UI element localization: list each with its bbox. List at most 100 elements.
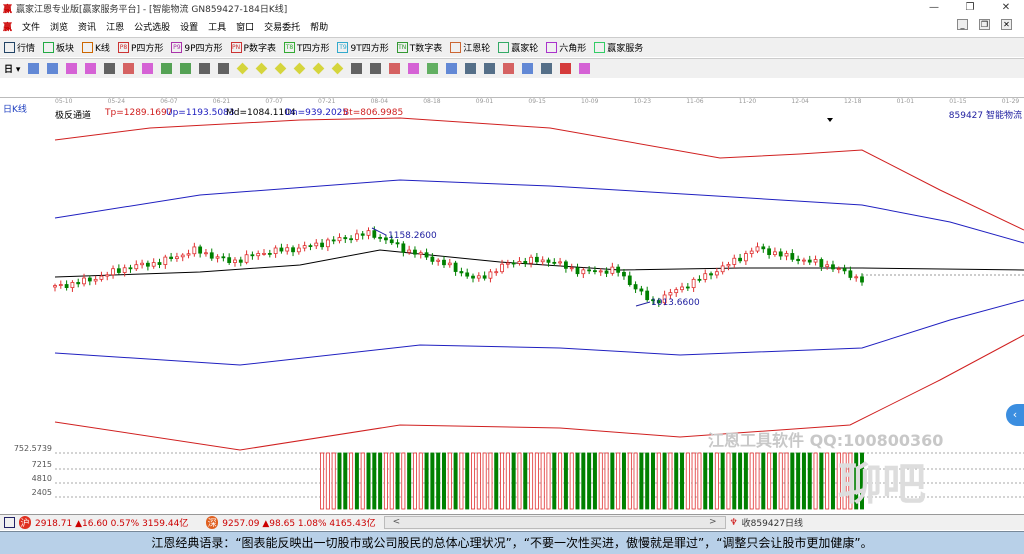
- minimize-button[interactable]: —: [929, 2, 939, 13]
- candle-body: [517, 260, 522, 264]
- chart-tool-icon[interactable]: [579, 63, 591, 74]
- volume-bar: [714, 452, 719, 510]
- candle-body: [773, 251, 777, 256]
- chart-tool-icon[interactable]: [408, 63, 420, 74]
- chart-tool-icon[interactable]: [541, 63, 553, 74]
- chart-tool-icon[interactable]: [313, 62, 325, 75]
- chart-tool-icon[interactable]: [465, 63, 477, 74]
- menu-file[interactable]: 文件: [22, 23, 41, 33]
- chart-tool-icon[interactable]: [104, 63, 116, 74]
- chart-tool-icon[interactable]: [484, 63, 496, 74]
- chart-tool-icon[interactable]: [218, 63, 230, 74]
- candle-body: [378, 236, 383, 239]
- mdi-close-icon[interactable]: ✕: [1001, 19, 1012, 30]
- candle-body: [111, 268, 115, 276]
- grid-icon[interactable]: [4, 517, 15, 528]
- toolbar-wheel2-icon[interactable]: 赢家轮: [498, 41, 538, 54]
- chart-tool-icon[interactable]: [123, 63, 135, 74]
- mdi-restore-icon[interactable]: ❐: [979, 19, 990, 30]
- candle-body: [697, 278, 702, 281]
- menu-trade[interactable]: 交易委托: [264, 23, 301, 33]
- volume-bar: [372, 452, 377, 510]
- candle-body: [384, 237, 388, 241]
- toolbar-grid-icon[interactable]: 行情: [4, 41, 35, 54]
- chart-tool-icon[interactable]: [389, 63, 401, 74]
- chart-tool-icon[interactable]: [370, 63, 382, 74]
- volume-bar: [598, 452, 603, 510]
- toolbar-t8[interactable]: T8 T四方形: [283, 41, 329, 54]
- mdi-minimize-icon[interactable]: _: [957, 19, 968, 30]
- chart-tool-icon[interactable]: [47, 63, 59, 74]
- chart-tool-icon[interactable]: [294, 62, 306, 75]
- chart-tool-icon[interactable]: [199, 63, 211, 74]
- toolbar-p9[interactable]: P9 9P四方形: [171, 41, 223, 54]
- menu-news[interactable]: 资讯: [78, 23, 97, 33]
- chart-tool-icon[interactable]: [560, 63, 572, 74]
- toolbar-tn[interactable]: TN T数字表: [396, 41, 442, 54]
- volume-bar: [796, 452, 801, 510]
- hexagon-icon: [546, 42, 558, 53]
- volume-bar: [325, 452, 330, 510]
- candle-body: [796, 258, 801, 262]
- chart-tool-icon[interactable]: [180, 63, 192, 74]
- status-right: 收859427日线: [741, 519, 804, 529]
- chart-tool-icon[interactable]: [351, 63, 363, 74]
- scroll-left[interactable]: <: [392, 517, 401, 527]
- chart-tool-icon[interactable]: [427, 63, 439, 74]
- menu-browse[interactable]: 浏览: [50, 23, 69, 33]
- toolbar-blocks-icon[interactable]: 板块: [43, 41, 74, 54]
- menu-help[interactable]: 帮助: [310, 23, 329, 33]
- kline-chart[interactable]: 1158.2600 1013.6600 752.5739 7215 4810 2405: [0, 100, 1024, 514]
- chart-tool-icon[interactable]: [256, 62, 268, 75]
- toolbar-t9[interactable]: T9 9T四方形: [337, 41, 389, 54]
- chart-tool-icon[interactable]: [85, 63, 97, 74]
- menu-settings[interactable]: 设置: [180, 23, 199, 33]
- chart-tool-icon[interactable]: [161, 63, 173, 74]
- candle-body: [581, 269, 586, 275]
- chart-tool-icon[interactable]: [275, 62, 287, 75]
- chart-tool-icon[interactable]: [237, 62, 249, 75]
- candle-body: [215, 256, 220, 259]
- date-tick: 01-01: [896, 98, 915, 105]
- chart-tool-icon[interactable]: [28, 63, 40, 74]
- chart-tool-icon[interactable]: [142, 63, 154, 74]
- toolbar-wheel-icon[interactable]: 江恩轮: [450, 41, 490, 54]
- date-tick: 12-18: [844, 98, 862, 105]
- chart-tool-icon[interactable]: [503, 63, 515, 74]
- candle-body: [709, 273, 713, 276]
- horizontal-scrollbar[interactable]: < >: [383, 516, 726, 529]
- period-select[interactable]: 日 ▾: [4, 65, 21, 75]
- side-expand-button[interactable]: ‹: [1006, 404, 1024, 426]
- restore-button[interactable]: ❐: [965, 2, 975, 13]
- toolbar-pn[interactable]: PN P数字表: [230, 41, 276, 54]
- menu-tools[interactable]: 工具: [208, 23, 227, 33]
- chart-tool-icon[interactable]: [66, 63, 78, 74]
- toolbar-label: 赢家服务: [607, 44, 644, 54]
- upper-band-line: [54, 179, 1024, 244]
- candle-body: [122, 267, 127, 273]
- toolbar-dollar-icon[interactable]: 赢家服务: [594, 41, 643, 54]
- menu-formula[interactable]: 公式选股: [134, 23, 171, 33]
- candle-body: [53, 285, 57, 288]
- chart-header: 日K线 极反通道 Tp=1289.1697 Up=1193.5083 Md=10…: [0, 105, 1024, 121]
- chart-tool-icon[interactable]: [332, 62, 344, 75]
- volume-bar: [639, 452, 644, 510]
- toolbar-candles-icon[interactable]: K线: [82, 41, 110, 54]
- close-button[interactable]: ✕: [1001, 2, 1011, 13]
- volume-bar: [674, 452, 679, 510]
- scroll-right[interactable]: >: [709, 517, 717, 527]
- volume-bar: [366, 452, 371, 510]
- toolbar-p8[interactable]: P8 P四方形: [117, 41, 163, 54]
- candle-body: [807, 259, 812, 263]
- menu-window[interactable]: 窗口: [236, 23, 255, 33]
- volume-bar: [447, 452, 452, 510]
- toolbar-hexagon-icon[interactable]: 六角形: [546, 41, 586, 54]
- candle-body: [476, 275, 481, 279]
- menu-gann[interactable]: 江恩: [106, 23, 125, 33]
- volume-bar: [749, 452, 754, 510]
- chart-tool-icon[interactable]: [522, 63, 534, 74]
- candle-body: [64, 284, 69, 289]
- candle-body: [424, 252, 429, 258]
- volume-bar: [830, 452, 835, 510]
- chart-tool-icon[interactable]: [446, 63, 458, 74]
